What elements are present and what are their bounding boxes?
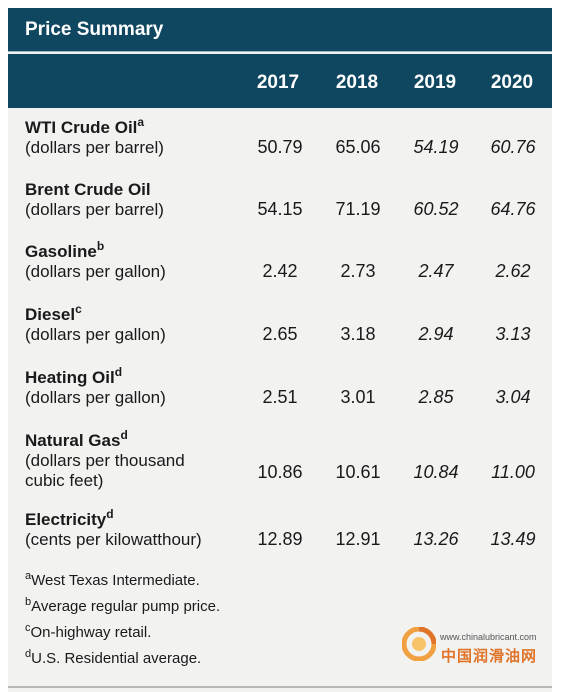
unit-label: cubic feet) xyxy=(25,471,104,490)
row-label: Heating Oild (dollars per gallon) xyxy=(25,365,166,408)
unit-label: (dollars per gallon) xyxy=(25,388,166,407)
value-cell-2020: 60.76 xyxy=(490,137,536,157)
price-summary-panel: Price Summary 2017 2018 2019 2020 WTI Cr… xyxy=(8,8,552,692)
watermark-url: www.chinalubricant.com xyxy=(440,632,537,642)
value-cell-2020: 64.76 xyxy=(490,199,536,219)
value-cell-2017: 54.15 xyxy=(257,199,303,219)
value-cell-2019: 60.52 xyxy=(413,199,459,219)
footnote-marker: d xyxy=(114,365,123,379)
commodity-name: Electricity xyxy=(25,510,107,529)
footnote-marker: d xyxy=(106,507,114,521)
value-cell-2019: 13.26 xyxy=(413,529,459,549)
value-cell-2017: 50.79 xyxy=(257,137,303,157)
value-cell-2019: 2.85 xyxy=(418,387,454,407)
footnote-marker: b xyxy=(96,239,105,253)
row-label: Natural Gasd (dollars per thousand cubic f… xyxy=(25,428,185,491)
value-cell-2017: 2.65 xyxy=(262,324,298,344)
year-header-2017: 2017 xyxy=(256,72,300,93)
value-cell-2017: 10.86 xyxy=(257,462,303,482)
commodity-name: WTI Crude Oil xyxy=(25,118,138,137)
value-cell-2018: 71.19 xyxy=(335,199,381,219)
row-label: Dieselc (dollars per gallon) xyxy=(25,302,166,345)
value-cell-2019: 10.84 xyxy=(413,462,459,482)
value-cell-2018: 2.73 xyxy=(340,261,376,281)
footnote-c: cOn-highway retail. xyxy=(25,622,152,642)
unit-label: (dollars per barrel) xyxy=(25,138,164,157)
commodity-name: Natural Gas xyxy=(25,431,121,450)
footnote-a: aWest Texas Intermediate. xyxy=(25,570,200,590)
footnote-marker: c xyxy=(75,302,82,316)
unit-label: (dollars per gallon) xyxy=(25,325,166,344)
value-cell-2018: 65.06 xyxy=(335,137,381,157)
row-label: WTI Crude Oila (dollars per barrel) xyxy=(25,115,164,158)
value-cell-2020: 13.49 xyxy=(490,529,536,549)
unit-label: (cents per kilowatthour) xyxy=(25,530,202,549)
value-cell-2017: 2.51 xyxy=(262,387,298,407)
watermark-logo-icon xyxy=(402,627,436,661)
year-header: 2017 2018 2019 2020 xyxy=(8,54,552,108)
watermark-name: 中国润滑油网 xyxy=(441,647,538,665)
unit-label: (dollars per thousand xyxy=(25,451,185,470)
footnote-d: dU.S. Residential average. xyxy=(25,648,202,668)
commodity-name: Gasoline xyxy=(25,242,97,261)
footnote-marker: d xyxy=(120,428,128,442)
value-cell-2018: 10.61 xyxy=(335,462,381,482)
footnote-marker: a xyxy=(137,115,145,129)
value-cell-2019: 54.19 xyxy=(413,137,459,157)
footnote-b: bAverage regular pump price. xyxy=(25,596,221,616)
commodity-name: Heating Oil xyxy=(25,368,115,387)
row-label: Brent Crude Oil (dollars per barrel) xyxy=(25,180,164,220)
value-cell-2020: 11.00 xyxy=(491,462,535,482)
year-header-2020: 2020 xyxy=(490,72,534,93)
year-header-2018: 2018 xyxy=(335,72,379,93)
value-cell-2019: 2.47 xyxy=(418,261,454,281)
row-label: Electricityd (cents per kilowatthour) xyxy=(25,507,202,550)
value-cell-2020: 3.04 xyxy=(495,387,531,407)
value-cell-2018: 3.18 xyxy=(340,324,376,344)
value-cell-2017: 12.89 xyxy=(257,529,303,549)
footnotes: aWest Texas Intermediate. bAverage regul… xyxy=(25,571,220,675)
value-cell-2020: 2.62 xyxy=(495,261,531,281)
value-cell-2017: 2.42 xyxy=(262,261,298,281)
row-label: Gasolineb (dollars per gallon) xyxy=(25,239,166,282)
value-cell-2019: 2.94 xyxy=(418,324,454,344)
unit-label: (dollars per gallon) xyxy=(25,262,166,281)
title-bar: Price Summary xyxy=(8,8,552,52)
bottom-divider xyxy=(8,686,552,688)
commodity-name: Diesel xyxy=(25,305,76,324)
panel-title: Price Summary xyxy=(25,19,164,40)
value-cell-2020: 3.13 xyxy=(495,324,531,344)
year-header-2019: 2019 xyxy=(413,72,457,93)
commodity-name: Brent Crude Oil xyxy=(25,180,151,199)
value-cell-2018: 3.01 xyxy=(340,387,376,407)
value-cell-2018: 12.91 xyxy=(335,529,381,549)
unit-label: (dollars per barrel) xyxy=(25,200,164,219)
